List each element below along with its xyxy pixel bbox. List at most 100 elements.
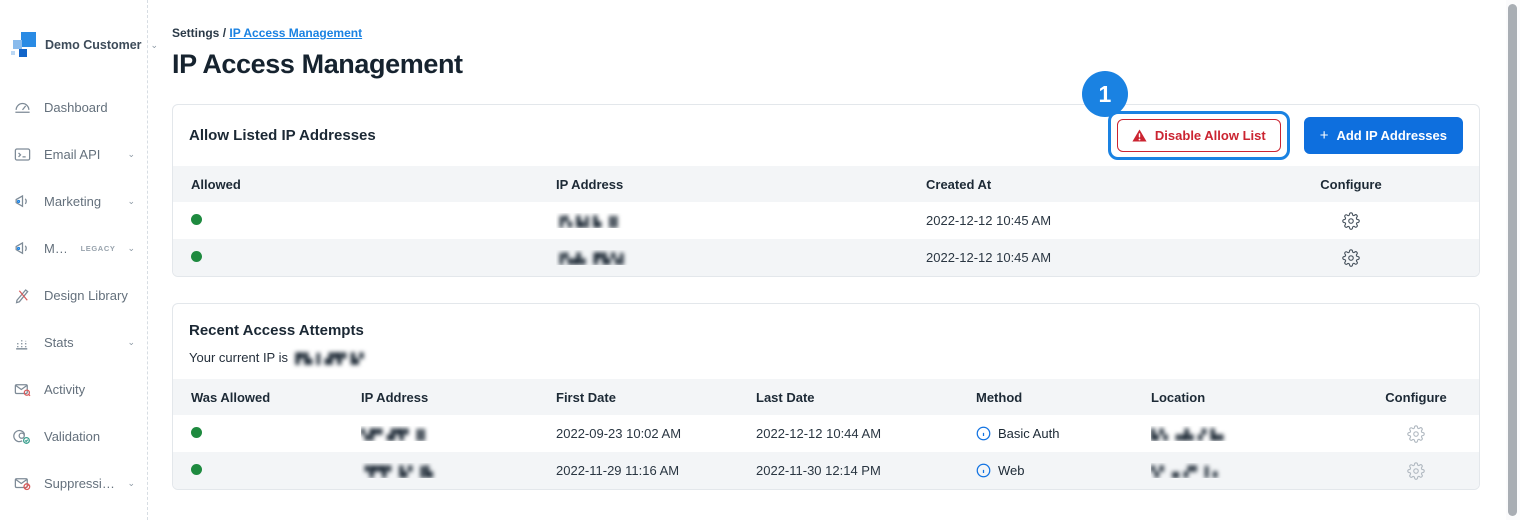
sidebar-item-label: Stats [44,335,74,350]
recent-access-panel-title: Recent Access Attempts [189,322,364,339]
allow-list-panel: Allow Listed IP Addresses 1 Disable Allo… [172,71,1480,277]
configure-cell [1241,248,1461,267]
ip-address-cell: ▐▚ ▙▌▙ ▐▌ [556,213,926,228]
scrollbar-track [1506,0,1520,520]
was-allowed-cell [191,463,361,478]
redacted-location: ▚▘ ▄ ▞▘▐ ▖ [1151,467,1222,478]
allow-list-table: Allowed IP Address Created At Configure … [173,166,1479,276]
suppressions-icon [14,478,31,491]
sidebar-item-design-library[interactable]: Design Library [0,272,147,319]
chevron-down-icon: ⌄ [127,337,135,347]
allowed-status-dot [191,214,202,225]
sidebar-item-label: Validation [44,429,101,444]
sidebar-item-label: Design Library [44,288,128,303]
breadcrumb-ip-access-link[interactable]: IP Access Management [229,26,363,40]
marketing-legacy-icon [15,241,27,255]
redacted-ip: ▐▚ ▙▌▙ ▐▌ [556,217,622,228]
dashboard-icon [15,102,30,113]
sidebar-item-suppressions[interactable]: Suppressions ⌄ [0,460,147,507]
redacted-ip: ▝▛▜▘ ▙▘▐▙ [361,467,434,478]
table-row: ▝▛▜▘ ▙▘▐▙ 2022-11-29 11:16 AM 2022-11-30… [173,452,1479,489]
allowed-status-dot [191,251,202,262]
method-cell: Web [976,463,1151,478]
legacy-tag: LEGACY [80,244,116,253]
current-ip-line: Your current IP is ▛▙▐ ▟▜▘▙▘ [189,350,1463,365]
sidebar-item-label: Email API [44,147,101,162]
validation-icon [13,429,30,444]
column-header-ip-address: IP Address [556,176,624,192]
method-label: Web [998,463,1025,478]
sidebar-item-label: Marketing [44,241,66,256]
chevron-down-icon: ⌄ [150,39,159,50]
sidebar-item-activity[interactable]: Activity [0,366,147,413]
add-ip-addresses-button[interactable]: + Add IP Addresses [1303,117,1463,154]
column-header-last-date: Last Date [756,389,815,405]
sidebar-item-label: Activity [44,382,86,397]
gear-icon[interactable] [1407,461,1425,480]
warning-triangle-icon [1132,129,1147,142]
allow-list-actions: 1 Disable Allow List + Add IP Addresses [1081,71,1463,160]
sidebar-item-marketing-legacy[interactable]: Marketing LEGACY ⌄ [0,225,147,272]
column-header-configure: Configure [1320,176,1382,192]
table-row: ▐▚▟▖ ▛▙▚▌ 2022-12-12 10:45 AM [173,239,1479,276]
redacted-ip: ▐▚▟▖ ▛▙▚▌ [556,254,629,265]
allowed-cell [191,250,556,265]
info-icon[interactable] [976,426,991,441]
account-name: Demo Customer [45,38,142,52]
sidebar-nav: Dashboard Email API ⌄ Marketing ⌄ Market… [0,84,147,507]
method-cell: Basic Auth [976,426,1151,441]
sidebar-item-email-api[interactable]: Email API ⌄ [0,131,147,178]
column-header-location: Location [1151,389,1206,405]
sidebar-item-validation[interactable]: Validation [0,413,147,460]
column-header-first-date: First Date [556,389,616,405]
gear-icon[interactable] [1407,424,1425,443]
first-date-cell: 2022-09-23 10:02 AM [556,426,682,441]
chevron-down-icon: ⌄ [127,196,135,206]
current-ip-prefix: Your current IP is [189,350,288,365]
location-cell: ▙▚ ▗▟▖▞ ▙▖ [1151,426,1371,441]
column-header-was-allowed: Was Allowed [191,389,271,405]
recent-access-table: Was Allowed IP Address First Date Last D… [173,379,1479,489]
gear-icon[interactable] [1342,248,1360,267]
recent-access-panel-intro: Recent Access Attempts Your current IP i… [173,304,1479,379]
created-at-cell: 2022-12-12 10:45 AM [926,250,1052,265]
disable-allow-list-button[interactable]: Disable Allow List [1116,119,1281,152]
recent-access-table-header: Was Allowed IP Address First Date Last D… [173,379,1479,415]
vertical-scrollbar[interactable] [1508,4,1517,516]
breadcrumb-separator: / [222,26,227,40]
column-header-method: Method [976,389,1023,405]
allow-list-panel-title: Allow Listed IP Addresses [189,127,376,144]
redacted-ip: ▚▛▘▟▜▘▐▌ [361,430,430,441]
account-switcher[interactable]: Demo Customer ⌄ [0,32,158,58]
chevron-down-icon: ⌄ [127,478,135,488]
breadcrumb-settings: Settings [172,26,220,40]
redacted-current-ip: ▛▙▐ ▟▜▘▙▘ [295,354,369,365]
column-header-configure: Configure [1385,389,1447,405]
column-header-allowed: Allowed [191,176,241,192]
info-icon[interactable] [976,463,991,478]
configure-cell [1241,211,1461,230]
sidebar-item-stats[interactable]: Stats ⌄ [0,319,147,366]
email-api-icon [14,148,31,161]
table-row: ▚▛▘▟▜▘▐▌ 2022-09-23 10:02 AM 2022-12-12 … [173,415,1479,452]
was-allowed-cell [191,426,361,441]
method-label: Basic Auth [998,426,1060,441]
annotation-badge: 1 [1081,71,1128,117]
sidebar-item-label: Suppressions [44,476,116,491]
breadcrumb: Settings / IP Access Management [172,26,1480,40]
add-ip-addresses-label: Add IP Addresses [1336,128,1447,143]
sidebar-item-dashboard[interactable]: Dashboard [0,84,147,131]
sidebar-item-label: Dashboard [44,100,108,115]
allowed-status-dot [191,464,202,475]
chevron-down-icon: ⌄ [127,149,135,159]
activity-icon [14,384,31,397]
disable-allow-list-label: Disable Allow List [1154,128,1266,143]
sidebar-item-marketing[interactable]: Marketing ⌄ [0,178,147,225]
page-title: IP Access Management [172,49,463,79]
last-date-cell: 2022-12-12 10:44 AM [756,426,882,441]
created-at-cell: 2022-12-12 10:45 AM [926,213,1052,228]
gear-icon[interactable] [1342,211,1360,230]
allow-list-table-header: Allowed IP Address Created At Configure [173,166,1479,202]
allowed-cell [191,213,556,228]
